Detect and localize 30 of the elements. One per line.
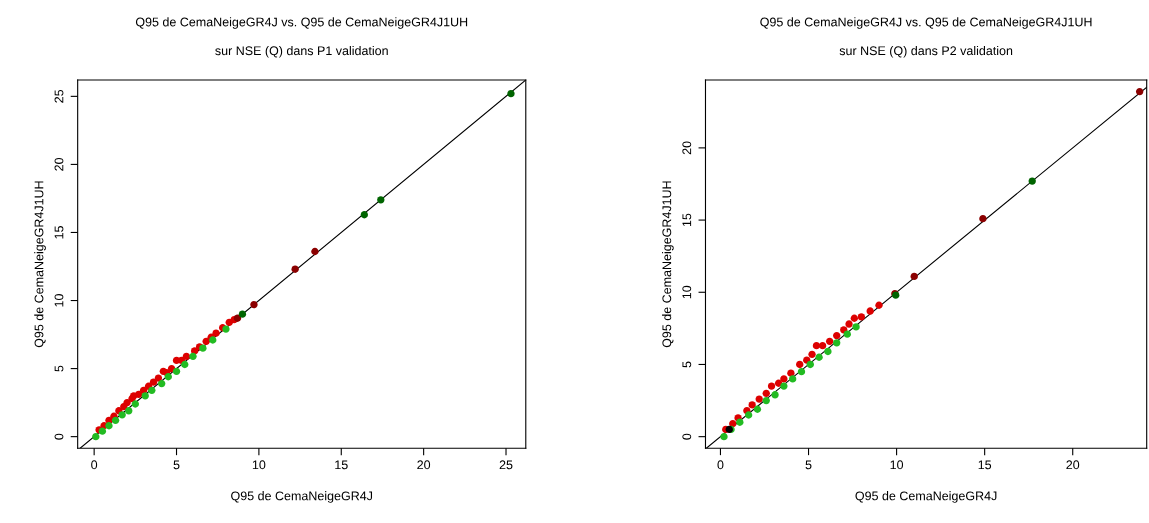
y-tick-label: 20 <box>54 157 64 171</box>
y-tick-label: 0 <box>54 433 64 440</box>
chart-subtitle: sur NSE (Q) dans P1 validation <box>215 45 388 58</box>
x-tick-label: 0 <box>91 460 98 470</box>
x-tick-label: 25 <box>499 460 513 470</box>
x-tick-label: 5 <box>173 460 180 470</box>
x-axis-title: Q95 de CemaNeigeGR4J <box>231 491 373 503</box>
y-tick-label: 0 <box>682 433 692 440</box>
x-tick-label: 15 <box>978 460 992 470</box>
y-axis-title: Q95 de CemaNeigeGR4J1UH <box>662 181 674 348</box>
y-tick-label: 20 <box>682 141 692 155</box>
chart-title: Q95 de CemaNeigeGR4J vs. Q95 de CemaNeigeGR4J1UH <box>760 17 1092 29</box>
y-tick-label: 5 <box>682 361 692 368</box>
x-tick-label: 0 <box>717 460 724 470</box>
x-tick-label: 5 <box>805 460 812 470</box>
x-tick-label: 10 <box>890 460 904 470</box>
y-axis-title: Q95 de CemaNeigeGR4J1UH <box>34 181 46 348</box>
y-tick-label: 15 <box>54 226 64 239</box>
y-tick-label: 25 <box>54 89 64 103</box>
chart-title: Q95 de CemaNeigeGR4J vs. Q95 de CemaNeigeGR4J1UH <box>135 17 468 29</box>
x-tick-label: 20 <box>417 460 431 470</box>
chart-subtitle: sur NSE (Q) dans P2 validation <box>839 45 1013 58</box>
x-tick-label: 15 <box>335 460 348 470</box>
x-tick-label: 20 <box>1066 460 1080 470</box>
y-tick-label: 5 <box>54 365 64 372</box>
y-tick-label: 15 <box>682 213 692 227</box>
y-tick-label: 10 <box>682 285 692 299</box>
x-axis-title: Q95 de CemaNeigeGR4J <box>855 491 997 503</box>
x-tick-label: 10 <box>252 460 266 470</box>
y-tick-label: 10 <box>54 294 64 307</box>
